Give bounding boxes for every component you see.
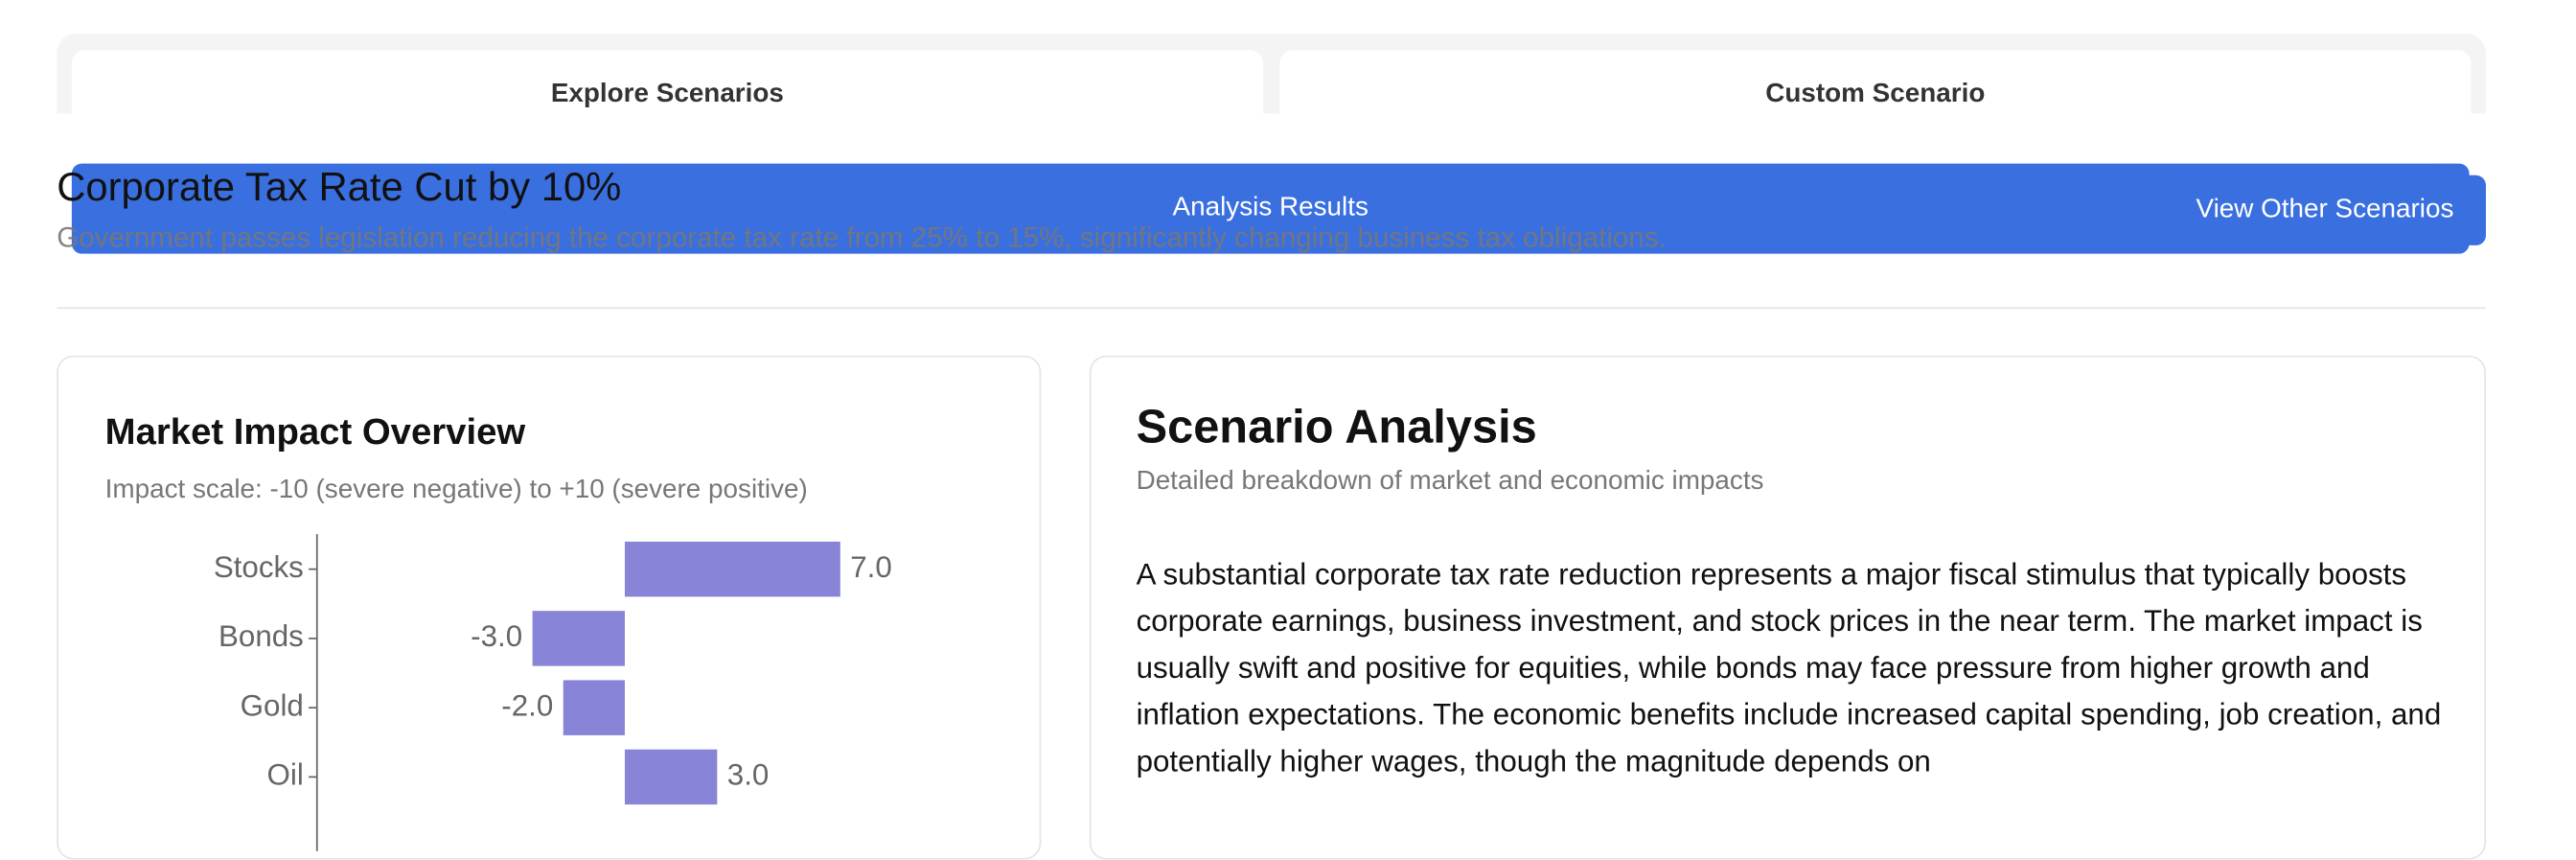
app: Explore Scenarios Custom Scenario Analys… xyxy=(57,33,2486,860)
impact-chart: Stocks 7.0 Bonds -3.0 Gold -2.0 Oil 3.0 xyxy=(214,534,892,851)
card-subtitle: Detailed breakdown of market and economi… xyxy=(1136,467,1764,497)
scenario-description: Government passes legislation reducing t… xyxy=(57,221,1667,254)
tab[interactable]: Explore Scenarios xyxy=(71,50,1263,114)
card-subtitle: Impact scale: -10 (severe negative) to +… xyxy=(104,476,808,504)
category-label: Bonds xyxy=(218,619,304,653)
category-label: Gold xyxy=(241,688,304,722)
analysis-text: A substantial corporate tax rate reducti… xyxy=(1136,557,2442,779)
value-label: -3.0 xyxy=(471,619,522,653)
tab-bar: Explore Scenarios Custom Scenario xyxy=(57,33,2486,114)
value-label: 3.0 xyxy=(727,758,770,792)
scenario-title: Corporate Tax Rate Cut by 10% xyxy=(57,165,622,211)
card-title: Market Impact Overview xyxy=(104,410,526,453)
view-other-button[interactable]: View Other Scenarios xyxy=(2163,174,2486,245)
bar xyxy=(624,749,718,805)
value-label: -2.0 xyxy=(501,688,553,722)
bar xyxy=(563,680,625,735)
category-label: Oil xyxy=(267,758,304,792)
results-banner: Analysis Results xyxy=(71,163,2470,254)
divider xyxy=(57,307,2486,310)
bar xyxy=(624,541,840,597)
category-label: Stocks xyxy=(214,550,304,584)
card-title: Scenario Analysis xyxy=(1136,400,1537,453)
value-label: 7.0 xyxy=(850,550,892,584)
page: Explore Scenarios Custom Scenario Analys… xyxy=(57,33,2486,860)
tab[interactable]: Custom Scenario xyxy=(1279,50,2472,114)
bar xyxy=(532,611,625,666)
